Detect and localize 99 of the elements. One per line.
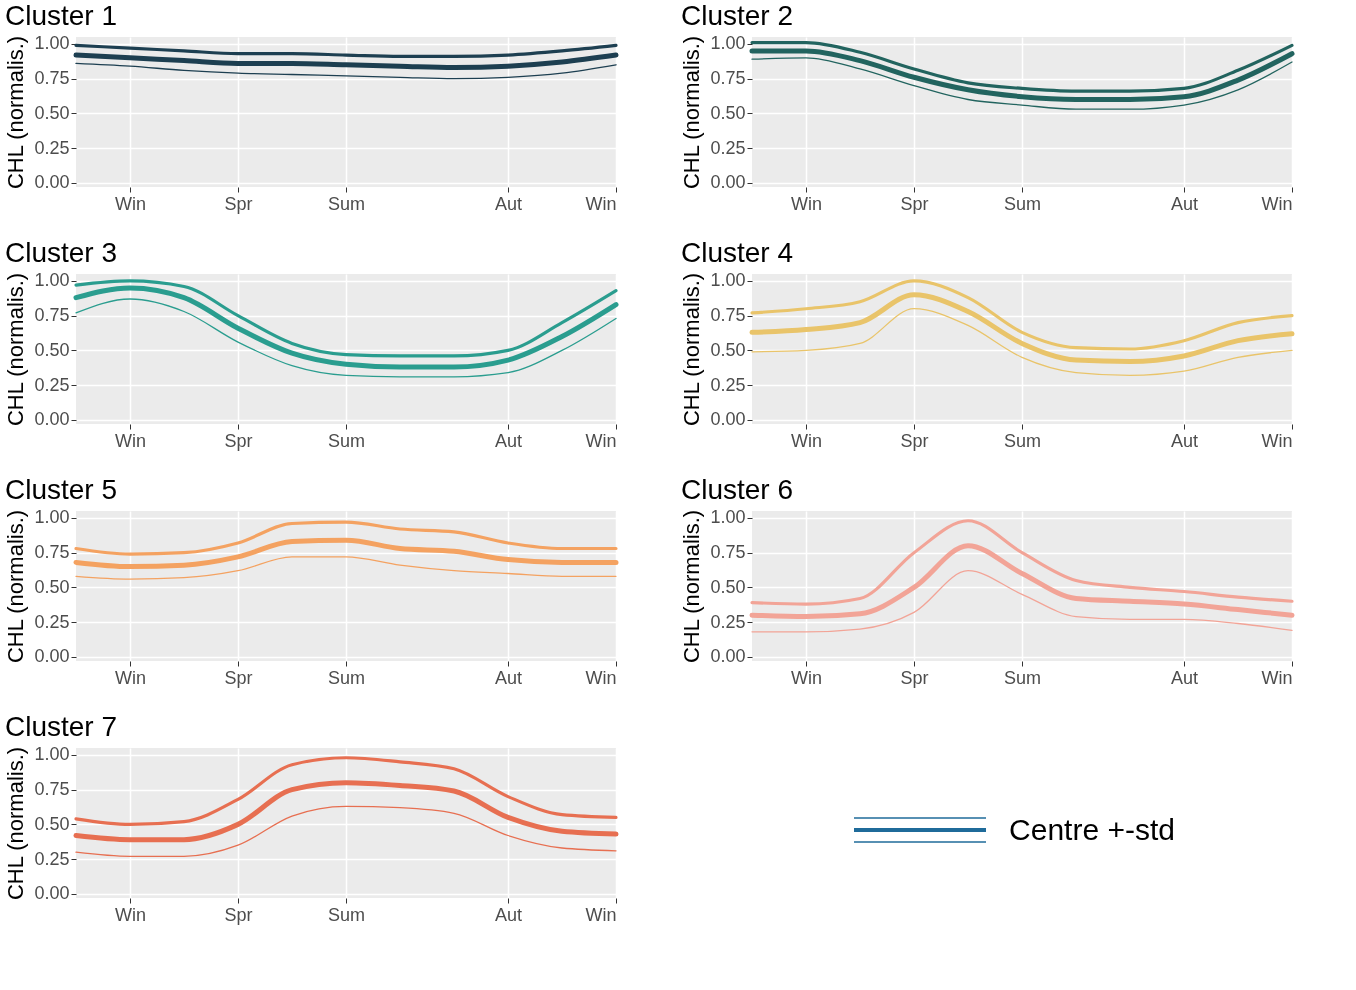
y-tick-label: 0.50 <box>710 102 746 123</box>
x-tick-label: Aut <box>494 667 523 688</box>
x-tick-label: Spr <box>900 430 929 451</box>
chart-title: Cluster 7 <box>4 710 118 742</box>
y-tick-label: 0.50 <box>710 576 746 597</box>
line-series <box>751 57 1293 110</box>
y-tick-label: 1.00 <box>34 270 70 291</box>
line-series <box>75 556 617 580</box>
y-tick-label: 0.00 <box>710 409 746 430</box>
y-tick-label: 1.00 <box>710 33 746 54</box>
x-tick-label: Aut <box>494 193 523 214</box>
x-tick-label: Win <box>585 193 617 214</box>
x-tick-label: Sum <box>327 904 366 925</box>
x-tick-label: Win <box>585 430 617 451</box>
line-series <box>74 43 618 59</box>
y-tick-label: 0.50 <box>34 102 70 123</box>
y-tick-label: 1.00 <box>34 507 70 528</box>
y-tick-label: 0.50 <box>34 576 70 597</box>
y-tick-label: 0.25 <box>34 137 70 158</box>
line-series <box>74 279 618 358</box>
x-tick-label: Aut <box>1170 430 1199 451</box>
x-tick-label: Spr <box>224 667 253 688</box>
x-tick-label: Win <box>115 430 146 451</box>
y-tick-label: 0.00 <box>710 172 746 193</box>
x-tick-label: Aut <box>1170 193 1199 214</box>
y-tick-label: 1.00 <box>710 270 746 291</box>
y-tick-label: 0.75 <box>34 68 70 89</box>
x-tick-label: Win <box>115 904 146 925</box>
text: Centre +-std <box>1009 812 1175 847</box>
x-tick-label: Win <box>1261 667 1293 688</box>
y-tick-label: 0.00 <box>34 409 70 430</box>
y-tick-label: 0.50 <box>34 339 70 360</box>
chart-title: Cluster 3 <box>4 236 118 268</box>
chart-title: Cluster 5 <box>4 473 118 505</box>
x-tick-label: Sum <box>327 430 366 451</box>
y-tick-label: 1.00 <box>34 33 70 54</box>
x-tick-label: Aut <box>494 430 523 451</box>
x-tick-label: Win <box>585 667 617 688</box>
x-tick-label: Aut <box>1170 667 1199 688</box>
x-tick-label: Sum <box>327 193 366 214</box>
line-series <box>750 40 1294 93</box>
y-tick-label: 1.00 <box>710 507 746 528</box>
y-tick-label: 0.75 <box>34 542 70 563</box>
line-series <box>75 298 617 378</box>
line-series <box>750 279 1294 351</box>
x-tick-label: Win <box>115 193 146 214</box>
y-tick-label: 0.75 <box>710 542 746 563</box>
line-series <box>751 570 1293 633</box>
y-tick-label: 0.25 <box>34 611 70 632</box>
y-axis-title: CHL (normalis.) <box>679 272 705 427</box>
y-axis-title: CHL (normalis.) <box>679 509 705 664</box>
y-tick-label: 0.00 <box>34 172 70 193</box>
y-tick-label: 0.75 <box>34 779 70 800</box>
x-tick-label: Win <box>791 430 822 451</box>
x-tick-label: Spr <box>224 193 253 214</box>
y-axis-title: CHL (normalis.) <box>3 509 29 664</box>
chart-title: Cluster 6 <box>680 473 794 505</box>
line-series <box>751 308 1293 377</box>
chart-title: Cluster 2 <box>680 0 794 31</box>
x-tick-label: Aut <box>494 904 523 925</box>
line-series <box>750 519 1294 606</box>
line-series <box>75 805 617 857</box>
y-tick-label: 0.00 <box>710 646 746 667</box>
x-tick-label: Spr <box>900 667 929 688</box>
y-tick-label: 0.75 <box>710 305 746 326</box>
y-axis-title: CHL (normalis.) <box>3 35 29 190</box>
x-tick-label: Win <box>791 667 822 688</box>
x-tick-label: Sum <box>327 667 366 688</box>
y-tick-label: 0.75 <box>710 68 746 89</box>
y-tick-label: 0.00 <box>34 883 70 904</box>
x-tick-label: Win <box>585 904 617 925</box>
x-tick-label: Win <box>115 667 146 688</box>
y-tick-label: 0.25 <box>710 611 746 632</box>
x-tick-label: Spr <box>224 904 253 925</box>
y-tick-label: 0.25 <box>710 137 746 158</box>
y-tick-label: 0.00 <box>34 646 70 667</box>
y-tick-label: 0.75 <box>34 305 70 326</box>
y-tick-label: 0.50 <box>34 813 70 834</box>
y-tick-label: 0.25 <box>710 374 746 395</box>
line-series <box>74 520 618 556</box>
x-tick-label: Win <box>791 193 822 214</box>
x-tick-label: Spr <box>900 193 929 214</box>
y-tick-label: 1.00 <box>34 744 70 765</box>
y-tick-label: 0.25 <box>34 374 70 395</box>
x-tick-label: Win <box>1261 193 1293 214</box>
line-series <box>74 756 618 826</box>
x-tick-label: Spr <box>224 430 253 451</box>
y-axis-title: CHL (normalis.) <box>3 272 29 427</box>
y-tick-label: 0.50 <box>710 339 746 360</box>
chart-title: Cluster 1 <box>4 0 118 31</box>
y-tick-label: 0.25 <box>34 848 70 869</box>
y-axis-title: CHL (normalis.) <box>3 746 29 901</box>
y-axis-title: CHL (normalis.) <box>679 35 705 190</box>
x-tick-label: Sum <box>1003 430 1042 451</box>
chart-title: Cluster 4 <box>680 236 794 268</box>
line-series <box>75 62 617 80</box>
x-tick-label: Sum <box>1003 193 1042 214</box>
x-tick-label: Win <box>1261 430 1293 451</box>
x-tick-label: Sum <box>1003 667 1042 688</box>
